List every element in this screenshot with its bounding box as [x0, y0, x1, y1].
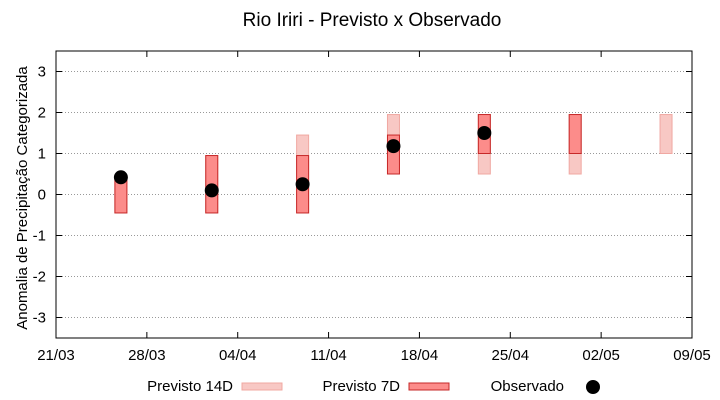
- observed-point: [477, 126, 492, 140]
- axis-ticks: [55, 51, 693, 338]
- legend-swatch-observado: [586, 380, 600, 394]
- observed-point: [386, 139, 401, 154]
- x-tick-label: 09/05: [673, 347, 711, 364]
- legend: Previsto 14D Previsto 7D Observado: [147, 378, 600, 395]
- legend-label-previsto-14d: Previsto 14D: [147, 378, 233, 395]
- range-bar-previsto-7d: [568, 114, 582, 155]
- y-tick-label: 1: [38, 146, 46, 163]
- y-tick-label: 0: [38, 187, 46, 204]
- y-axis-label: Anomalia de Precipitação Categorizada: [14, 66, 31, 330]
- grid-lines: [56, 71, 692, 318]
- chart-title: Rio Iriri - Previsto x Observado: [243, 10, 502, 31]
- x-tick-label: 28/03: [128, 347, 166, 364]
- observed-point: [204, 183, 219, 198]
- x-tick-label: 18/04: [401, 347, 439, 364]
- y-axis-tick-labels: -3 -2 -1 0 1 2 3: [33, 64, 46, 327]
- series-observado: [113, 126, 492, 198]
- y-tick-label: 3: [38, 64, 46, 81]
- range-bar-previsto-14d: [659, 114, 673, 155]
- x-tick-label: 11/04: [310, 347, 346, 364]
- y-tick-label: -3: [33, 310, 46, 327]
- x-tick-label: 02/05: [582, 347, 620, 364]
- x-tick-label: 25/04: [492, 347, 530, 364]
- legend-swatch-previsto-14d: [241, 382, 283, 391]
- legend-label-previsto-7d: Previsto 7D: [322, 378, 400, 395]
- legend-swatch-previsto-7d: [408, 382, 450, 391]
- y-tick-label: -1: [33, 228, 46, 245]
- x-tick-label: 04/04: [219, 347, 257, 364]
- x-tick-label: 21/03: [37, 347, 75, 364]
- observed-point: [113, 170, 128, 185]
- observed-point: [295, 177, 310, 192]
- legend-label-observado: Observado: [491, 378, 564, 395]
- y-tick-label: 2: [38, 105, 46, 122]
- x-axis-tick-labels: 21/03 28/03 04/04 11/04 18/04 25/04 02/05 09/05: [37, 347, 711, 364]
- y-tick-label: -2: [33, 269, 46, 286]
